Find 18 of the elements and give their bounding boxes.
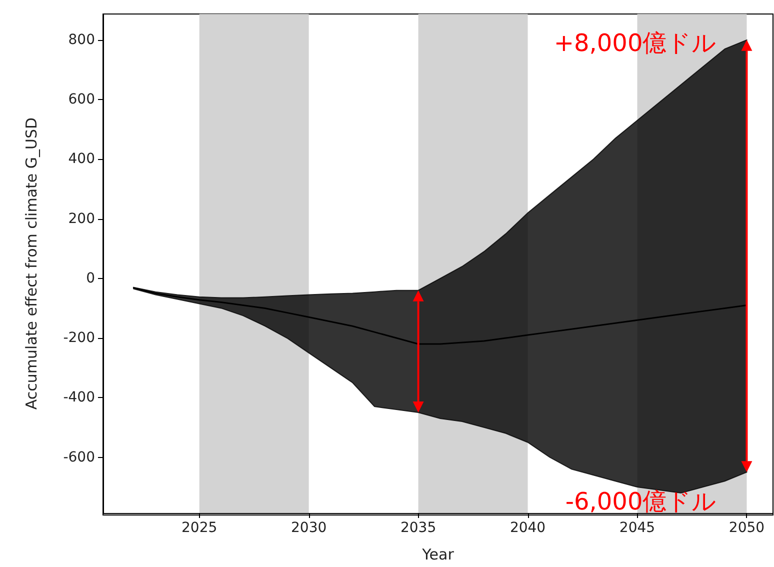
x-tick-label: 2025 — [182, 520, 218, 536]
y-tick-label: 800 — [68, 32, 95, 48]
x-axis-title: Year — [421, 546, 455, 564]
x-tick-label: 2035 — [400, 520, 436, 536]
y-tick-label: -400 — [63, 390, 95, 406]
y-tick-label: 200 — [68, 210, 95, 227]
y-tick-label: -600 — [63, 449, 95, 466]
x-tick-label: 2045 — [619, 520, 656, 536]
y-tick-label: 400 — [68, 151, 95, 168]
y-tick-label: 0 — [86, 270, 95, 286]
y-tick-label: 600 — [68, 92, 95, 108]
x-tick-label: 2050 — [728, 520, 765, 536]
x-tick-label: 2040 — [510, 520, 546, 536]
x-tick-label: 2030 — [290, 520, 327, 536]
annotation: +8,000億ドル — [554, 28, 717, 57]
annotation: -6,000億ドル — [565, 487, 717, 516]
y-axis-title: Accumulate effect from climate G_USD — [22, 117, 40, 410]
y-tick-label: -200 — [63, 330, 95, 346]
